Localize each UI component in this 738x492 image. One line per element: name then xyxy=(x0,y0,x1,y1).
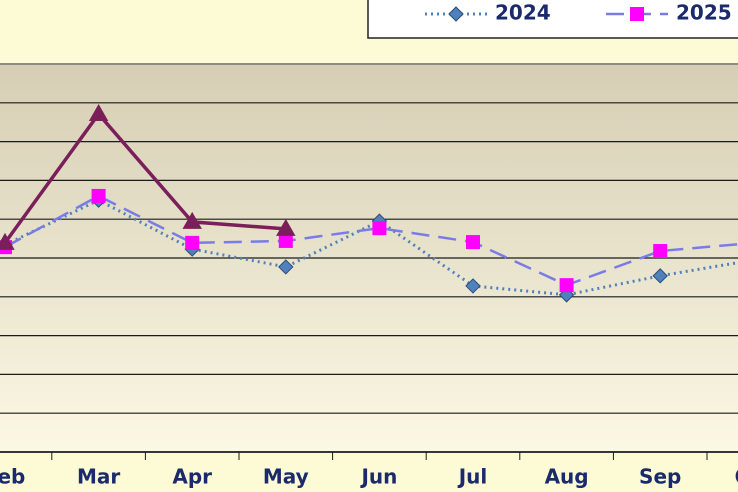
data-point xyxy=(466,235,480,250)
data-point xyxy=(372,221,387,236)
x-tick-label: Jul xyxy=(457,465,488,489)
data-point xyxy=(0,232,15,250)
x-tick-label: Sep xyxy=(639,465,681,489)
data-point xyxy=(88,104,109,122)
data-point xyxy=(91,188,106,203)
legend-label: 2024 xyxy=(495,1,551,25)
data-point xyxy=(653,244,668,259)
x-tick-label: Aug xyxy=(545,465,589,489)
data-point xyxy=(652,268,668,284)
x-tick-label: Mar xyxy=(77,465,120,489)
series-line xyxy=(3,111,286,244)
x-tick-label: Apr xyxy=(172,465,212,489)
legend-label: 2025 xyxy=(676,1,732,25)
x-tick-label: Jun xyxy=(359,465,397,489)
x-tick-label: Feb xyxy=(0,465,25,489)
legend-marker xyxy=(448,6,464,22)
legend xyxy=(367,0,738,39)
data-point xyxy=(182,211,202,229)
data-point xyxy=(465,278,481,294)
x-tick-label: Oct xyxy=(735,465,738,489)
data-point xyxy=(559,278,574,293)
series-line xyxy=(4,194,738,287)
x-tick-label: May xyxy=(263,465,309,489)
data-point xyxy=(278,233,293,248)
data-point xyxy=(276,218,296,236)
data-point xyxy=(278,259,294,275)
legend-marker xyxy=(630,7,644,21)
data-point xyxy=(185,235,200,250)
